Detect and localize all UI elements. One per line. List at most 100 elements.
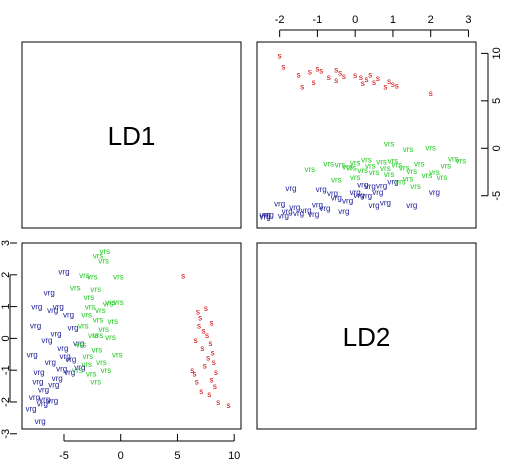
point-vrg: vrg: [263, 211, 274, 220]
point-vrg: vrg: [65, 355, 76, 364]
point-vrg: vrg: [387, 178, 398, 187]
point-vrs: vrs: [98, 256, 109, 265]
point-s: s: [319, 66, 323, 75]
point-vrg: vrg: [48, 380, 59, 389]
point-s: s: [387, 77, 391, 86]
point-s: s: [334, 76, 338, 85]
point-vrs: vrs: [350, 173, 361, 182]
point-vrs: vrs: [406, 167, 417, 176]
point-vrs: vrs: [86, 369, 97, 378]
axis-left: -3 -2 -1 0 1 2 3: [0, 240, 17, 439]
point-vrg: vrg: [44, 288, 55, 297]
point-vrs: vrs: [357, 166, 368, 175]
tick-label-left: -1: [0, 365, 12, 375]
point-vrg: vrg: [64, 368, 75, 377]
point-vrs: vrs: [361, 156, 372, 165]
point-vrs: vrs: [305, 165, 316, 174]
point-vrs: vrs: [93, 315, 104, 324]
axis-bottom: -5 0 5 10: [59, 434, 240, 462]
point-vrg: vrg: [37, 400, 48, 409]
point-s: s: [212, 358, 216, 367]
point-s: s: [227, 401, 231, 410]
point-vrg: vrg: [38, 385, 49, 394]
point-vrs: vrs: [384, 140, 395, 149]
tick-label-top: 2: [428, 14, 434, 26]
tick-label-bottom: 5: [174, 450, 180, 462]
point-vrg: vrg: [39, 395, 50, 404]
point-vrg: vrg: [278, 212, 289, 221]
point-vrs: vrs: [414, 159, 425, 168]
point-s: s: [216, 398, 220, 407]
point-s: s: [211, 349, 215, 358]
point-vrs: vrs: [95, 306, 106, 315]
point-s: s: [197, 322, 201, 331]
point-vrg: vrg: [63, 311, 74, 320]
tick-label-top: 3: [465, 14, 471, 26]
point-vrg: vrg: [32, 377, 43, 386]
panel-frame-top-right: [256, 41, 477, 229]
point-vrs: vrs: [369, 168, 380, 177]
point-s: s: [214, 368, 218, 377]
point-vrs: vrs: [425, 143, 436, 152]
tick-label-top: -2: [275, 14, 285, 26]
point-vrs: vrs: [346, 163, 357, 172]
point-vrg: vrg: [33, 368, 44, 377]
point-s: s: [199, 387, 203, 396]
panel-frame-bottom-right: [256, 242, 477, 430]
point-vrg: vrg: [274, 199, 285, 208]
point-vrs: vrs: [391, 160, 402, 169]
point-vrg: vrg: [380, 198, 391, 207]
point-vrg: vrg: [67, 323, 78, 332]
point-vrs: vrs: [90, 377, 101, 386]
point-s: s: [429, 89, 433, 98]
point-vrs: vrs: [90, 285, 101, 294]
point-vrs: vrs: [113, 272, 124, 281]
point-vrg: vrg: [282, 207, 293, 216]
point-vrg: vrg: [74, 363, 85, 372]
point-s: s: [192, 369, 196, 378]
tick-label-left: 0: [0, 335, 12, 341]
point-vrg: vrg: [289, 203, 300, 212]
point-vrg: vrg: [376, 181, 387, 190]
point-vrs: vrs: [101, 366, 112, 375]
point-vrs: vrs: [112, 350, 123, 359]
tick-label-right: 5: [491, 98, 503, 104]
point-vrs: vrs: [323, 159, 334, 168]
tick-label-left: 2: [0, 272, 12, 278]
point-vrs: vrs: [388, 157, 399, 166]
point-vrs: vrs: [93, 252, 104, 261]
point-vrs: vrs: [422, 171, 433, 180]
point-vrs: vrs: [429, 168, 440, 177]
tick-label-top: 0: [352, 14, 358, 26]
panel-frame-bottom-left: [21, 242, 242, 430]
point-vrs: vrs: [78, 322, 89, 331]
point-s: s: [395, 82, 399, 91]
point-vrg: vrg: [361, 192, 372, 201]
tick-label-top: 1: [390, 14, 396, 26]
point-vrs: vrs: [376, 158, 387, 167]
point-s: s: [205, 331, 209, 340]
tick-label-bottom: 0: [118, 450, 124, 462]
point-s: s: [327, 73, 331, 82]
point-vrg: vrg: [301, 206, 312, 215]
point-vrs: vrs: [88, 331, 99, 340]
point-s: s: [194, 336, 198, 345]
point-vrs: vrs: [384, 170, 395, 179]
point-vrg: vrg: [319, 204, 330, 213]
point-vrg: vrg: [52, 374, 63, 383]
point-s: s: [297, 70, 301, 79]
point-vrg: vrg: [259, 211, 270, 220]
point-vrg: vrg: [56, 365, 67, 374]
point-vrg: vrg: [27, 350, 38, 359]
point-vrs: vrs: [342, 162, 353, 171]
point-vrg: vrg: [316, 185, 327, 194]
point-vrs: vrs: [380, 164, 391, 173]
point-s: s: [391, 80, 395, 89]
point-s: s: [359, 73, 363, 82]
axis-top: -2 -1 0 1 2 3: [275, 14, 472, 37]
point-s: s: [207, 390, 211, 399]
point-s: s: [281, 63, 285, 72]
point-vrg: vrg: [73, 339, 84, 348]
point-vrs: vrs: [456, 157, 467, 166]
